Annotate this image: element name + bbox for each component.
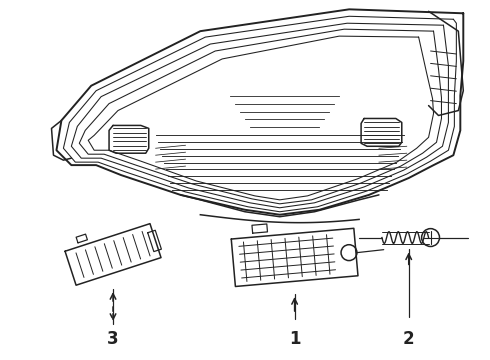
Text: 2: 2	[403, 330, 415, 348]
Text: 1: 1	[289, 330, 300, 348]
Text: 3: 3	[107, 330, 119, 348]
